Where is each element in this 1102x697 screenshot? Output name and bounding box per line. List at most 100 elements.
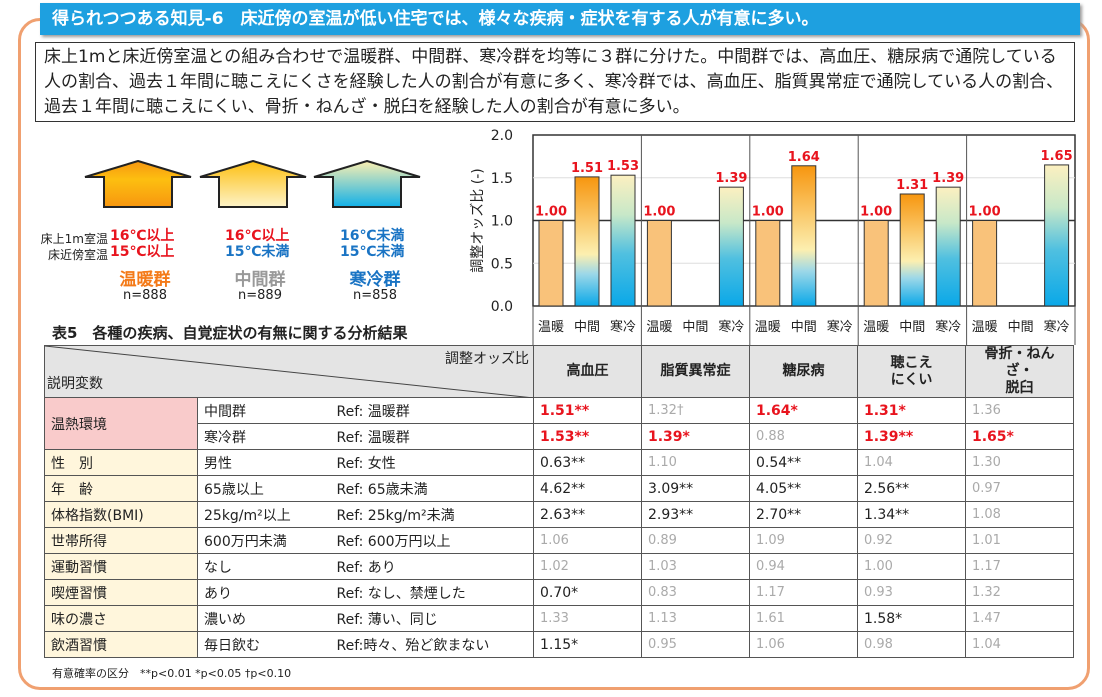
data-label: 1.31 bbox=[896, 178, 928, 193]
row-variable: 25kg/m²以上 bbox=[197, 501, 331, 528]
table-row: 体格指数(BMI) 25kg/m²以上 Ref: 25kg/m²未満 2.63** 2.… bbox=[44, 501, 1074, 528]
bar-温暖 bbox=[863, 220, 889, 307]
row-variable: 男性 bbox=[197, 449, 331, 476]
odds-cell: 3.09** bbox=[641, 475, 750, 502]
row-variable: 中間群 bbox=[197, 397, 331, 424]
row-variable: なし bbox=[197, 553, 331, 580]
bar-温暖 bbox=[646, 220, 672, 307]
cold-group-name: 寒冷群 bbox=[349, 270, 401, 290]
table-row: 味の濃さ 濃いめ Ref: 薄い、同じ 1.33 1.13 1.61 1.58* 1.47 bbox=[44, 605, 1074, 632]
column-header: 骨折・ねんざ・ 脱臼 bbox=[965, 345, 1074, 398]
data-label: 1.39 bbox=[932, 171, 964, 186]
warm-group-n: n=888 bbox=[123, 288, 167, 303]
house-middle-icon bbox=[199, 160, 307, 208]
table-row: 寒冷群 Ref: 温暖群 1.53** 1.39* 0.88 1.39** 1.65* bbox=[45, 423, 1074, 450]
data-label: 1.53 bbox=[607, 159, 639, 174]
odds-cell: 0.83 bbox=[641, 579, 750, 606]
table-row: 年 齢 65歳以上 Ref: 65歳未満 4.62** 3.09** 4.05** 2.56… bbox=[44, 475, 1074, 502]
row-variable: 濃いめ bbox=[197, 605, 331, 632]
analysis-table: 調整オッズ比 説明変数 高血圧 脂質異常症 糖尿病 聴こえ にくい 骨折・ねんざ・ 脱臼 温熱… bbox=[44, 345, 1074, 658]
x-tick-label: 寒冷 bbox=[827, 319, 853, 335]
row-reference: Ref: 25kg/m²未満 bbox=[330, 501, 534, 528]
x-tick-label: 温暖 bbox=[972, 320, 998, 335]
odds-cell: 1.61 bbox=[749, 605, 858, 632]
row-reference: Ref: 女性 bbox=[330, 449, 534, 476]
row-variable: 65歳以上 bbox=[197, 475, 331, 502]
x-tick-label: 温暖 bbox=[755, 320, 781, 335]
bar-寒冷 bbox=[935, 186, 961, 307]
odds-cell: 1.00 bbox=[857, 553, 966, 580]
odds-cell: 0.54** bbox=[749, 449, 858, 476]
x-tick-label: 中間 bbox=[682, 320, 708, 335]
bar-寒冷 bbox=[718, 186, 744, 307]
row-variable: あり bbox=[197, 579, 331, 606]
odds-cell: 1.17 bbox=[965, 553, 1074, 580]
y-tick-label: 1.5 bbox=[491, 171, 513, 187]
data-label: 1.39 bbox=[715, 171, 747, 186]
middle-group-n: n=889 bbox=[238, 288, 282, 303]
odds-cell: 0.63** bbox=[533, 449, 642, 476]
odds-cell: 0.94 bbox=[749, 553, 858, 580]
odds-cell: 0.93 bbox=[857, 579, 966, 606]
description-box: 床上1mと床近傍室温との組み合わせで温暖群、中間群、寒冷群を均等に３群に分けた。… bbox=[35, 42, 1075, 122]
odds-cell: 2.56** bbox=[857, 475, 966, 502]
odds-cell: 1.47 bbox=[965, 605, 1074, 632]
odds-cell: 0.89 bbox=[641, 527, 750, 554]
bar-温暖 bbox=[972, 220, 998, 307]
data-label: 1.51 bbox=[571, 161, 603, 176]
odds-cell: 0.98 bbox=[857, 631, 966, 658]
column-header: 糖尿病 bbox=[749, 345, 858, 398]
row-reference: Ref: なし、禁煙した bbox=[330, 579, 534, 606]
corner-bottom-label: 説明変数 bbox=[47, 376, 103, 392]
label-floor-temp: 床近傍室温 bbox=[47, 248, 108, 262]
x-tick-label: 温暖 bbox=[646, 320, 672, 335]
row-variable: 寒冷群 bbox=[197, 423, 331, 450]
x-tick-label: 中間 bbox=[791, 320, 817, 335]
column-header: 高血圧 bbox=[533, 345, 642, 398]
odds-cell: 1.15* bbox=[533, 631, 642, 658]
odds-cell: 1.51** bbox=[533, 397, 642, 424]
data-label: 1.65 bbox=[1041, 149, 1073, 164]
odds-cell: 1.64* bbox=[749, 397, 858, 424]
house-cold-icon bbox=[313, 160, 421, 208]
odds-cell: 0.88 bbox=[749, 423, 858, 450]
data-label: 1.00 bbox=[860, 205, 892, 220]
table-row: 飲酒習慣 毎日飲む Ref:時々、殆ど飲まない 1.15* 0.95 1.06 0.98 1.… bbox=[44, 631, 1074, 658]
row-reference: Ref: 薄い、同じ bbox=[330, 605, 534, 632]
cold-temp-floor: 15℃未満 bbox=[340, 244, 405, 260]
warm-group-name: 温暖群 bbox=[119, 270, 171, 290]
corner-top-label: 調整オッズ比 bbox=[445, 351, 529, 367]
column-header: 脂質異常症 bbox=[641, 345, 750, 398]
odds-cell: 4.62** bbox=[533, 475, 642, 502]
label-1m-temp: 床上1m室温 bbox=[40, 232, 108, 246]
odds-cell: 1.10 bbox=[641, 449, 750, 476]
row-category: 性 別 bbox=[44, 449, 198, 476]
warm-temp-floor: 15℃以上 bbox=[110, 244, 175, 260]
odds-cell: 1.03 bbox=[641, 553, 750, 580]
odds-cell: 1.53** bbox=[533, 423, 642, 450]
bar-中間 bbox=[574, 176, 600, 307]
bar-温暖 bbox=[538, 220, 564, 307]
x-tick-label: 温暖 bbox=[538, 320, 564, 335]
y-tick-label: 1.0 bbox=[491, 214, 513, 230]
bar-寒冷 bbox=[1044, 164, 1070, 307]
data-label: 1.00 bbox=[535, 205, 567, 220]
data-label: 1.00 bbox=[752, 205, 784, 220]
middle-group-name: 中間群 bbox=[234, 270, 286, 290]
x-tick-label: 温暖 bbox=[863, 320, 889, 335]
x-tick-label: 中間 bbox=[574, 320, 600, 335]
x-tick-label: 中間 bbox=[899, 320, 925, 335]
odds-cell: 1.13 bbox=[641, 605, 750, 632]
odds-cell: 4.05** bbox=[749, 475, 858, 502]
odds-cell: 0.95 bbox=[641, 631, 750, 658]
row-reference: Ref:時々、殆ど飲まない bbox=[330, 631, 534, 658]
cold-group-n: n=858 bbox=[353, 288, 397, 303]
row-reference: Ref: 温暖群 bbox=[330, 397, 534, 424]
odds-cell: 0.92 bbox=[857, 527, 966, 554]
footnote: 有意確率の区分 **p<0.01 *p<0.05 †p<0.10 bbox=[52, 667, 292, 680]
odds-cell: 1.06 bbox=[749, 631, 858, 658]
x-tick-label: 寒冷 bbox=[610, 319, 636, 335]
odds-cell: 1.04 bbox=[857, 449, 966, 476]
odds-cell: 1.39** bbox=[857, 423, 966, 450]
column-header: 聴こえ にくい bbox=[857, 345, 966, 398]
